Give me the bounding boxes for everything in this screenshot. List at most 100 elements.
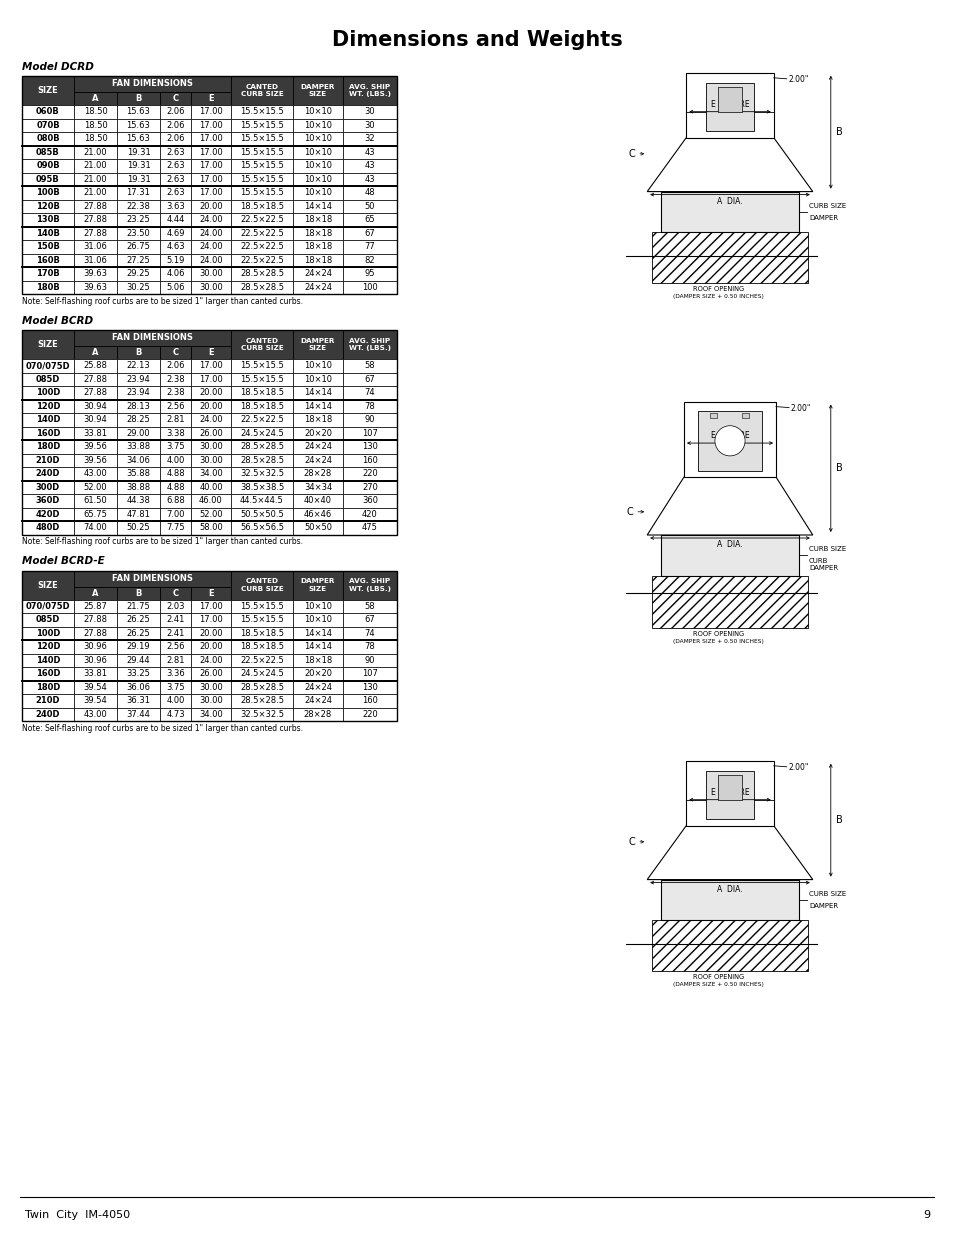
Text: DAMPER
SIZE: DAMPER SIZE (300, 578, 335, 592)
Text: 2.41: 2.41 (166, 615, 185, 624)
Text: 22.5×22.5: 22.5×22.5 (240, 256, 284, 264)
Bar (74, 330, 231, 346)
Bar (22, 387, 74, 399)
Bar (22, 426, 74, 440)
Text: 20.00: 20.00 (199, 401, 223, 411)
Text: 7.00: 7.00 (166, 510, 185, 519)
Text: 24×24: 24×24 (304, 283, 332, 291)
Text: 33.25: 33.25 (127, 669, 151, 678)
Text: 30.00: 30.00 (199, 456, 223, 464)
Text: 26.00: 26.00 (199, 429, 223, 437)
Text: 24×24: 24×24 (304, 442, 332, 451)
Bar (293, 467, 343, 480)
Text: 20×20: 20×20 (304, 669, 332, 678)
Text: 2.81: 2.81 (166, 415, 185, 425)
Bar (293, 159, 343, 173)
Text: 18.5×18.5: 18.5×18.5 (240, 629, 284, 637)
Bar (231, 626, 293, 640)
Text: 2.00": 2.00" (788, 763, 808, 772)
Bar (117, 480, 160, 494)
Text: 95: 95 (364, 269, 375, 278)
Text: 19.31: 19.31 (127, 174, 151, 184)
Bar (74, 708, 117, 721)
Bar (191, 267, 231, 280)
Bar (231, 146, 293, 159)
Bar (74, 280, 117, 294)
Bar (74, 186, 117, 200)
Bar (22, 173, 74, 186)
Bar (343, 77, 396, 105)
Text: 30.96: 30.96 (84, 656, 108, 664)
Bar (191, 200, 231, 212)
Text: 30.00: 30.00 (199, 697, 223, 705)
Bar (191, 119, 231, 132)
Bar (191, 373, 231, 387)
Bar (718, 776, 741, 800)
Bar (160, 240, 191, 253)
Text: 24.00: 24.00 (199, 256, 223, 264)
Text: 22.5×22.5: 22.5×22.5 (240, 656, 284, 664)
Bar (74, 571, 231, 587)
Text: C: C (626, 506, 633, 516)
Text: 4.63: 4.63 (166, 242, 185, 251)
Bar (191, 667, 231, 680)
Bar (191, 508, 231, 521)
Text: CURB SIZE: CURB SIZE (808, 203, 845, 209)
Bar (160, 708, 191, 721)
Text: 2.63: 2.63 (166, 162, 185, 170)
Bar (293, 105, 343, 119)
Text: 14×14: 14×14 (304, 629, 332, 637)
Text: 58: 58 (364, 362, 375, 370)
Bar (231, 680, 293, 694)
Text: 120B: 120B (36, 201, 60, 211)
Text: 14×14: 14×14 (304, 201, 332, 211)
Text: 10×10: 10×10 (304, 601, 332, 611)
Bar (117, 105, 160, 119)
Bar (343, 173, 396, 186)
Text: 2.38: 2.38 (166, 388, 185, 398)
Text: ROOF OPENING: ROOF OPENING (692, 631, 743, 637)
Text: 085D: 085D (36, 615, 60, 624)
Text: 24.5×24.5: 24.5×24.5 (240, 429, 284, 437)
Bar (117, 640, 160, 653)
Bar (117, 494, 160, 508)
Text: 28.25: 28.25 (127, 415, 151, 425)
Bar (231, 330, 293, 359)
Text: A  DIA.: A DIA. (717, 196, 742, 205)
Text: 100B: 100B (36, 188, 60, 198)
Text: 4.69: 4.69 (166, 228, 185, 238)
Bar (160, 186, 191, 200)
Bar (343, 212, 396, 226)
Bar (160, 173, 191, 186)
Text: 27.88: 27.88 (84, 228, 108, 238)
Text: 33.88: 33.88 (127, 442, 151, 451)
Text: 095B: 095B (36, 174, 60, 184)
Bar (117, 186, 160, 200)
Text: 43: 43 (364, 174, 375, 184)
Bar (231, 200, 293, 212)
Bar (191, 173, 231, 186)
Bar (293, 173, 343, 186)
Text: 160D: 160D (35, 429, 60, 437)
Bar (343, 440, 396, 453)
Bar (651, 920, 807, 972)
Bar (343, 680, 396, 694)
Bar (74, 480, 117, 494)
Bar (231, 399, 293, 412)
Text: 17.00: 17.00 (199, 148, 223, 157)
Text: 2.63: 2.63 (166, 174, 185, 184)
Bar (343, 359, 396, 373)
Bar (343, 330, 396, 359)
Bar (74, 119, 117, 132)
Bar (117, 467, 160, 480)
Text: 4.00: 4.00 (166, 456, 185, 464)
Bar (231, 653, 293, 667)
Bar (293, 267, 343, 280)
Bar (22, 159, 74, 173)
Text: 32.5×32.5: 32.5×32.5 (240, 710, 284, 719)
Bar (117, 694, 160, 708)
Text: 58: 58 (364, 601, 375, 611)
Bar (293, 694, 343, 708)
Text: 29.19: 29.19 (127, 642, 151, 651)
Text: 24.5×24.5: 24.5×24.5 (240, 669, 284, 678)
